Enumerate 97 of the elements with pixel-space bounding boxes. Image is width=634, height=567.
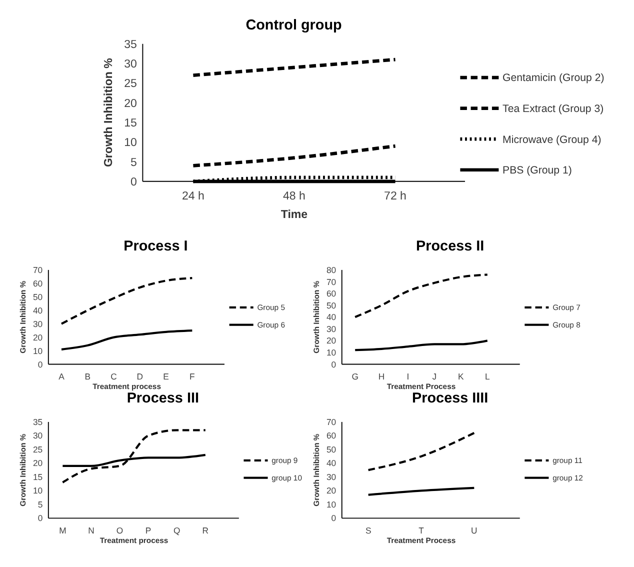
x-tick-label: P [145,526,152,536]
y-tick-label: 0 [38,513,43,524]
y-tick-label: 50 [326,444,336,454]
y-tick-label: 0 [130,176,137,188]
y-tick-label: 30 [124,58,137,71]
y-tick-label: 60 [326,430,336,441]
y-tick-label: 40 [326,312,336,322]
legend-label: Tea Extract (Group 3) [502,103,604,115]
y-tick-label: 15 [33,472,43,482]
y-tick-label: 30 [326,472,336,482]
legend-label: Group 6 [257,320,285,330]
y-tick-label: 70 [326,276,336,287]
line-series [354,274,488,318]
y-tick-label: 15 [124,117,137,130]
y-tick-label: 10 [326,499,336,510]
legend-label: group 11 [552,456,582,466]
y-tick-label: 60 [33,278,43,288]
y-tick-label: 20 [33,458,43,468]
y-tick-label: 25 [33,444,43,454]
x-axis-title: Time [280,208,308,221]
y-tick-label: 50 [326,300,336,310]
y-axis-title: Growth Inhibition % [18,434,28,506]
x-tick-label: D [136,372,144,382]
y-tick-label: 60 [326,288,336,299]
x-tick-label: I [406,372,410,382]
x-tick-label: U [471,526,478,536]
x-tick-label: E [163,372,170,382]
x-axis-title: Treatment process [92,382,162,392]
y-tick-label: 30 [33,318,43,329]
y-tick-label: 70 [33,264,43,275]
legend-label: group 10 [272,473,302,482]
x-tick-label: B [84,372,91,382]
legend-label: PBS (Group 1) [502,164,572,177]
legend-label: Group 7 [552,303,580,312]
legend-label: Group 8 [552,320,580,330]
x-tick-label: N [88,526,94,536]
legend-label: group 12 [552,473,583,482]
y-axis-title: Growth Inhibition % [312,280,321,354]
x-tick-label: J [432,372,437,382]
y-tick-label: 40 [326,458,336,468]
x-axis-title: Treatment Process [386,536,456,546]
y-tick-label: 20 [326,486,336,496]
y-tick-label: 70 [326,416,336,427]
legend-label: Gentamicin (Group 2) [502,72,604,84]
y-tick-label: 10 [33,346,43,356]
x-tick-label: K [458,372,464,382]
x-tick-label: M [59,526,66,536]
y-tick-label: 5 [130,156,137,169]
y-tick-label: 10 [33,486,43,496]
x-tick-label: 72 h [384,190,406,203]
x-tick-label: G [352,372,359,382]
y-tick-label: 35 [124,38,137,51]
y-axis-title: Growth Inhibition % [18,280,28,354]
chart-title: Process I [124,238,188,255]
x-tick-label: S [365,526,372,536]
y-tick-label: 10 [326,347,336,358]
y-tick-label: 35 [33,416,43,427]
x-axis-title: Treatment process [100,536,168,546]
x-tick-label: H [378,372,385,382]
legend-label: Group 5 [257,303,285,312]
line-series [60,329,194,350]
x-tick-label: T [418,526,425,536]
x-tick-label: Q [173,526,180,536]
x-tick-label: O [116,526,124,536]
line-series [60,276,194,325]
y-tick-label: 80 [326,264,336,275]
y-tick-label: 10 [124,137,137,150]
y-tick-label: 30 [326,324,336,334]
chart-title: Process III [126,390,199,407]
y-tick-label: 40 [33,305,43,316]
x-tick-label: A [58,372,65,382]
x-tick-label: F [190,372,195,382]
x-axis-title: Treatment Process [386,382,456,392]
chart-title: Process IIII [412,390,488,407]
x-tick-label: L [484,372,490,382]
y-tick-label: 20 [124,98,137,110]
y-tick-label: 0 [38,359,43,370]
y-axis-title: Growth Inhibition % [102,58,115,168]
chart-title: Control group [246,17,342,34]
x-tick-label: 48 h [283,190,306,203]
line-series [62,429,206,484]
y-tick-label: 20 [326,336,336,346]
line-series [354,340,488,352]
y-tick-label: 5 [38,499,43,510]
x-tick-label: R [202,526,209,536]
legend-label: group 9 [272,456,298,466]
y-tick-label: 50 [33,292,43,302]
x-tick-label: 24 h [182,190,204,203]
y-tick-label: 30 [33,430,43,441]
y-tick-label: 25 [124,78,137,90]
chart-title: Process II [416,238,484,255]
y-tick-label: 0 [331,359,336,370]
y-tick-label: 20 [33,332,43,342]
x-tick-label: C [110,372,117,382]
legend-label: Microwave (Group 4) [502,134,602,146]
y-axis-title: Growth Inhibition % [312,434,321,506]
y-tick-label: 0 [331,513,336,524]
